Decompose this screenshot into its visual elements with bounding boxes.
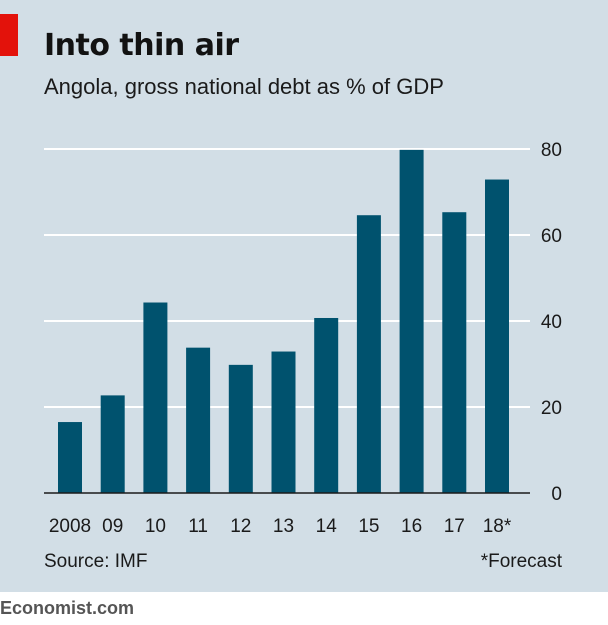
publisher-credit: Economist.com xyxy=(0,598,135,618)
x-tick-label: 10 xyxy=(145,516,166,537)
y-tick-label: 80 xyxy=(541,140,562,161)
bar xyxy=(356,215,381,493)
x-tick-label: 14 xyxy=(316,516,338,537)
y-tick-label: 0 xyxy=(551,484,562,505)
bar xyxy=(228,364,253,493)
bar xyxy=(100,395,125,493)
bar xyxy=(485,179,509,493)
x-tick-label: 16 xyxy=(401,516,422,537)
x-tick-label: 12 xyxy=(230,516,251,537)
x-tick-label: 2008 xyxy=(49,516,91,537)
x-tick-label: 15 xyxy=(358,516,379,537)
chart-subtitle: Angola, gross national debt as % of GDP xyxy=(44,74,444,99)
x-tick-label: 13 xyxy=(273,516,294,537)
bar xyxy=(442,212,467,493)
chart-title: Into thin air xyxy=(44,28,239,63)
x-tick-label: 11 xyxy=(188,516,208,537)
x-tick-label: 18* xyxy=(483,516,512,537)
x-tick-label: 09 xyxy=(102,516,123,537)
y-tick-label: 60 xyxy=(541,226,562,247)
bar xyxy=(399,149,424,494)
source-note: Source: IMF xyxy=(44,551,148,572)
x-tick-label: 17 xyxy=(444,516,465,537)
bar xyxy=(143,302,168,493)
y-tick-labels: 0 20 40 60 80 xyxy=(541,140,562,505)
bar xyxy=(271,351,296,493)
y-tick-label: 20 xyxy=(541,398,562,419)
y-tick-label: 40 xyxy=(541,312,562,333)
forecast-footnote: *Forecast xyxy=(480,551,562,572)
bar xyxy=(314,317,339,493)
bar-chart: 0 20 40 60 80 2008 09 10 11 12 13 14 15 16 17 18* xyxy=(44,140,562,537)
brand-accent-tab xyxy=(0,14,18,56)
x-tick-labels: 2008 09 10 11 12 13 14 15 16 17 18* xyxy=(49,516,512,537)
bar xyxy=(58,422,82,493)
bars xyxy=(58,149,509,494)
bar xyxy=(186,347,211,493)
